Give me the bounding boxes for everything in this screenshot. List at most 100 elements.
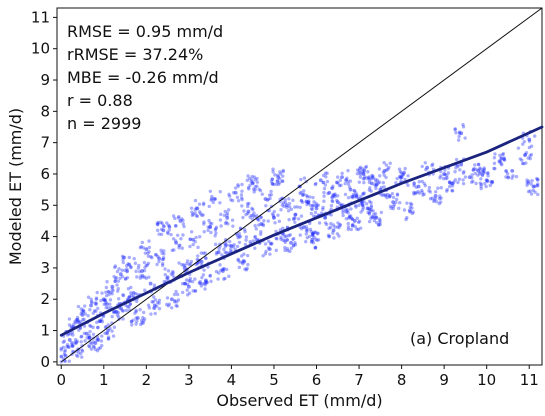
scatter-point: [236, 183, 240, 187]
scatter-point: [330, 195, 335, 199]
scatter-point: [88, 323, 92, 328]
scatter-point: [106, 289, 110, 294]
scatter-point: [472, 166, 476, 171]
scatter-point: [289, 207, 294, 211]
scatter-point: [325, 179, 330, 184]
scatter-point: [187, 291, 192, 295]
scatter-point: [354, 205, 358, 209]
scatter-point: [416, 189, 420, 194]
scatter-point: [106, 337, 111, 341]
scatter-point: [177, 246, 181, 250]
scatter-point: [81, 309, 86, 313]
scatter-point: [121, 257, 125, 262]
scatter-point: [522, 139, 527, 144]
scatter-point: [480, 173, 485, 177]
scatter-point: [173, 298, 177, 303]
scatter-point: [302, 176, 307, 180]
scatter-point: [242, 252, 246, 256]
scatter-point: [167, 302, 172, 306]
scatter-point: [298, 191, 302, 195]
scatter-point: [453, 127, 457, 132]
scatter-point: [332, 236, 336, 240]
scatter-point: [155, 228, 160, 233]
scatter-point: [457, 177, 462, 181]
scatter-point: [428, 197, 433, 201]
scatter-point: [147, 275, 151, 279]
scatter-point: [308, 195, 312, 199]
scatter-point: [363, 174, 367, 179]
scatter-point: [329, 225, 333, 229]
scatter-point: [177, 215, 181, 219]
y-tick-label: 9: [40, 71, 50, 89]
scatter-point: [420, 188, 424, 193]
scatter-point: [112, 309, 116, 314]
scatter-point: [367, 175, 371, 179]
y-tick-label: 7: [40, 134, 50, 152]
scatter-point: [225, 267, 229, 272]
scatter-point: [350, 223, 355, 228]
scatter-point: [456, 180, 460, 185]
scatter-point: [430, 196, 435, 200]
scatter-point: [186, 284, 191, 289]
scatter-point: [422, 192, 426, 196]
scatter-point: [179, 237, 183, 241]
scatter-point: [185, 259, 190, 263]
scatter-point: [471, 179, 475, 184]
scatter-point: [375, 183, 379, 187]
scatter-point: [529, 182, 533, 186]
scatter-point: [82, 317, 86, 322]
scatter-point: [461, 125, 466, 129]
scatter-point: [276, 182, 281, 187]
scatter-point: [378, 222, 382, 227]
scatter-point: [230, 218, 235, 222]
scatter-point: [270, 212, 275, 216]
scatter-point: [329, 204, 334, 208]
scatter-point: [245, 266, 249, 271]
scatter-point: [305, 195, 310, 199]
scatter-point: [121, 309, 125, 313]
scatter-point: [536, 178, 540, 182]
scatter-point: [374, 220, 379, 225]
scatter-point: [270, 182, 275, 186]
scatter-point: [146, 251, 150, 255]
scatter-point: [108, 298, 113, 302]
scatter-point: [336, 175, 340, 179]
scatter-point: [59, 355, 63, 359]
scatter-point: [233, 186, 238, 190]
scatter-point: [311, 233, 315, 238]
scatter-point: [161, 257, 166, 261]
scatter-point: [535, 176, 539, 181]
scatter-point: [87, 335, 91, 340]
scatter-point: [214, 269, 219, 274]
stats-annotation: RMSE = 0.95 mm/d: [67, 22, 223, 41]
scatter-point: [285, 247, 290, 251]
scatter-point: [387, 165, 391, 170]
fit-line: [59, 125, 544, 337]
scatter-point: [119, 307, 123, 311]
scatter-point: [356, 220, 361, 225]
scatter-point: [169, 232, 173, 237]
scatter-point: [141, 315, 145, 320]
scatter-point: [330, 186, 334, 190]
scatter-point: [252, 190, 256, 194]
scatter-point: [161, 224, 166, 228]
scatter-point: [246, 174, 250, 178]
scatter-point: [370, 175, 375, 179]
scatter-point: [344, 178, 348, 182]
scatter-point: [261, 254, 265, 258]
scatter-point: [437, 196, 442, 201]
scatter-point: [412, 183, 416, 188]
scatter-point: [398, 200, 402, 205]
scatter-point: [484, 184, 488, 189]
scatter-point: [96, 325, 100, 330]
scatter-point: [289, 240, 293, 245]
scatter-point: [270, 182, 274, 186]
scatter-point: [87, 345, 92, 349]
scatter-point: [374, 182, 379, 187]
scatter-point: [291, 243, 296, 247]
scatter-point: [356, 227, 361, 232]
scatter-point: [402, 208, 407, 212]
scatter-point: [349, 227, 353, 232]
scatter-point: [166, 304, 171, 308]
